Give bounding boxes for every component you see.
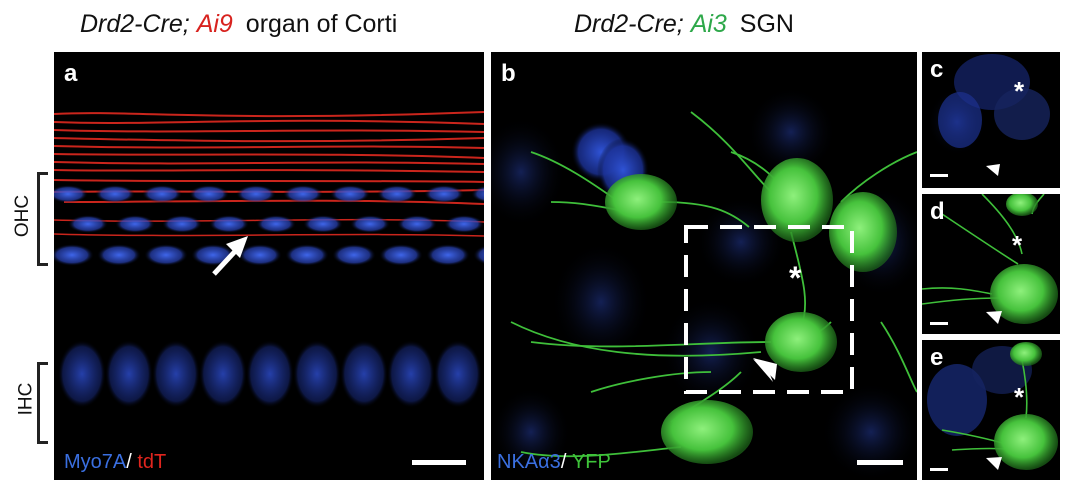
- panel-d-scale-bar: [930, 322, 948, 325]
- hair-cell: [238, 244, 282, 266]
- panel-b-scale-bar: [857, 460, 903, 465]
- hair-cell: [162, 215, 202, 233]
- hair-cell: [97, 244, 141, 266]
- hair-cell: [152, 340, 200, 408]
- title-reporter-text: Ai9: [196, 10, 233, 38]
- panel-d-label: d: [930, 198, 945, 225]
- panel-e-scale-bar: [930, 468, 948, 471]
- hair-cell: [387, 340, 435, 408]
- hair-cell: [105, 340, 153, 408]
- hair-cell: [397, 215, 437, 233]
- panel-c-scale-bar: [930, 174, 948, 177]
- hair-cell: [293, 340, 341, 408]
- panel-b-title: Drd2-Cre; Ai3 SGN: [574, 10, 794, 39]
- hair-cell: [473, 245, 484, 265]
- hair-cell: [283, 185, 323, 203]
- hair-cell: [54, 244, 94, 266]
- hair-cell: [303, 215, 343, 233]
- panel-e-label: e: [930, 344, 944, 371]
- arrowhead-icon: [753, 359, 773, 382]
- hair-cell: [199, 340, 247, 408]
- panel-c-label: c: [930, 56, 944, 83]
- ihc-bracket: [37, 362, 48, 444]
- hair-cell: [377, 185, 417, 203]
- hair-cell: [379, 244, 423, 266]
- hair-cell: [330, 185, 370, 203]
- hair-cell: [426, 244, 470, 266]
- panel-b-image: * b NKAα3/ YFP: [491, 52, 917, 480]
- hair-cell: [424, 185, 464, 203]
- title-reporter-text: Ai3: [690, 10, 727, 38]
- asterisk-marker: *: [1012, 230, 1023, 260]
- arrow-icon: [212, 236, 248, 276]
- panel-b-label: b: [501, 60, 516, 87]
- ohc-cells: [54, 185, 484, 266]
- arrowhead-icon: [986, 311, 1002, 324]
- hair-cell: [434, 340, 482, 408]
- hair-cell: [189, 185, 229, 203]
- hair-cell: [95, 185, 135, 203]
- hair-cell: [332, 244, 376, 266]
- hair-cell: [115, 215, 155, 233]
- ihc-label: IHC: [15, 382, 37, 416]
- panel-a-image: a Myo7A/ tdT: [54, 52, 484, 480]
- panel-d-image: * d: [922, 194, 1060, 334]
- arrowhead-icon: [986, 164, 1000, 176]
- hair-cell: [142, 185, 182, 203]
- asterisk-marker: *: [789, 260, 802, 296]
- arrowhead-icon: [986, 457, 1002, 470]
- hair-cell: [285, 244, 329, 266]
- hair-cell: [236, 185, 276, 203]
- panel-a-label: a: [64, 60, 78, 87]
- panel-c-image: * c: [922, 52, 1060, 188]
- title-tissue-text: SGN: [739, 10, 794, 38]
- inset-box: [684, 225, 854, 394]
- panel-b-legend: NKAα3/ YFP: [497, 451, 611, 473]
- panel-a-legend: Myo7A/ tdT: [64, 451, 167, 473]
- panel-c-micrograph: [927, 54, 1050, 176]
- hair-cell: [209, 215, 249, 233]
- panel-a-title: Drd2-Cre; Ai9 organ of Corti: [80, 10, 397, 39]
- panel-e-micrograph: [927, 342, 1058, 470]
- panel-d-micrograph: [922, 194, 1058, 324]
- hair-cell: [68, 215, 108, 233]
- panel-a-micrograph: [54, 111, 484, 408]
- title-cre-text: Drd2-Cre;: [574, 10, 684, 38]
- panel-a-scale-bar: [412, 460, 466, 465]
- ohc-label: OHC: [12, 194, 34, 238]
- asterisk-marker: *: [1014, 382, 1025, 412]
- hair-cell: [444, 215, 484, 233]
- ihc-cells: [58, 340, 482, 408]
- hair-cell: [340, 340, 388, 408]
- title-cre-text: Drd2-Cre;: [80, 10, 190, 38]
- hair-cell: [471, 185, 484, 203]
- title-tissue-text: organ of Corti: [245, 10, 398, 38]
- hair-cell: [256, 215, 296, 233]
- hair-cell: [350, 215, 390, 233]
- hair-cell: [54, 185, 88, 203]
- hair-cell: [58, 340, 106, 408]
- hair-cell: [246, 340, 294, 408]
- asterisk-marker: *: [1014, 76, 1025, 106]
- panel-b-micrograph: [491, 87, 917, 480]
- ohc-bracket: [37, 172, 48, 266]
- panel-e-image: * e: [922, 340, 1060, 480]
- hair-cell: [144, 244, 188, 266]
